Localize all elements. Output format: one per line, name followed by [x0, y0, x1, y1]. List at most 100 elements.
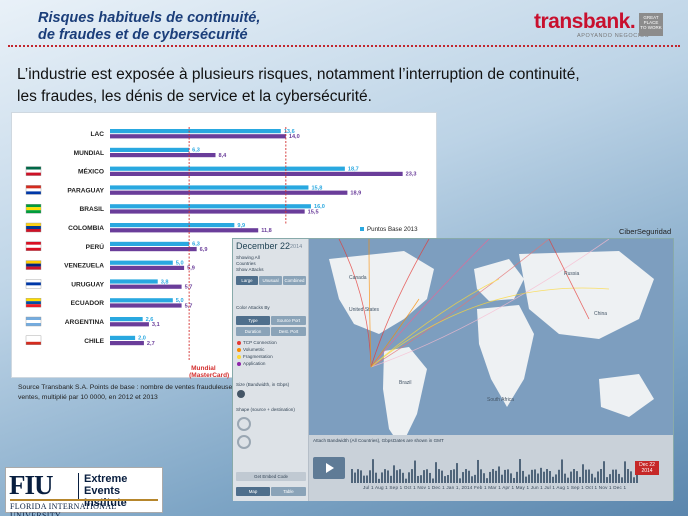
timeline-bar — [573, 469, 575, 483]
place-label: Canada — [349, 275, 367, 281]
map-control-panel: December 22 2014 Showing All Countries S… — [233, 239, 309, 501]
color-dest-port-button[interactable]: Dest. Port — [271, 327, 306, 336]
timeline-bar — [483, 473, 485, 483]
fiu-logo: FIU Extreme Events Institute FLORIDA INT… — [5, 467, 163, 516]
flag-stripe — [26, 266, 41, 270]
flag-stripe — [26, 185, 41, 189]
attack-arc — [370, 278, 500, 368]
embed-code-button[interactable]: Get Embed Code — [236, 472, 306, 481]
flag-stripe — [26, 204, 41, 208]
timeline-bar — [576, 471, 578, 483]
category-label: COLOMBIA — [68, 225, 104, 232]
bar — [110, 166, 345, 171]
legend-label: Application — [243, 361, 266, 366]
bar — [110, 279, 158, 284]
flag-border — [25, 316, 42, 327]
showing-label: Showing All — [236, 255, 260, 260]
attack-map-widget[interactable]: Canada United States Brazil South Africa… — [232, 238, 674, 501]
timeline-bar — [633, 477, 635, 483]
flag-border — [25, 203, 42, 214]
timeline-month: Feb 1 — [474, 485, 489, 490]
timeline-month: Dec 1 — [431, 485, 447, 490]
fiu-mark: FIU — [9, 470, 53, 500]
legend-dot — [237, 341, 241, 345]
category-label: MÉXICO — [78, 167, 104, 176]
bar — [110, 322, 149, 327]
timeline-bar — [372, 459, 374, 483]
table-view-button[interactable]: Table — [271, 487, 306, 496]
place-label: Russia — [564, 271, 580, 277]
timeline-bar — [564, 473, 566, 483]
attack-arcs — [338, 239, 610, 368]
attack-arc — [548, 239, 590, 320]
timeline-bar — [429, 472, 431, 483]
color-type-button[interactable]: Type — [236, 316, 270, 325]
tab-unusual[interactable]: Unusual — [259, 276, 282, 285]
timeline-month: Oct 1 — [403, 485, 418, 490]
timeline-bar — [441, 470, 443, 483]
flag-stripe — [26, 223, 41, 226]
bar — [110, 228, 259, 233]
timeline-bar — [363, 475, 365, 483]
flag-border — [25, 260, 42, 270]
legend-label: Volumetric — [243, 347, 265, 352]
timeline-bar — [561, 459, 563, 483]
timeline-bar — [432, 478, 434, 483]
countries-label: Countries — [236, 261, 256, 266]
bar — [110, 247, 197, 252]
bar — [110, 129, 281, 134]
intro-text: L’industrie est exposée à plusieurs risq… — [17, 64, 637, 108]
color-duration-button[interactable]: Duration — [236, 327, 270, 336]
flag-border — [25, 185, 42, 195]
data-label: 15,5 — [308, 209, 319, 215]
slide-title-line1: Risques habituels de continuité, — [38, 10, 261, 26]
play-button[interactable] — [313, 457, 345, 479]
bar — [110, 241, 190, 246]
legend-dot — [237, 362, 241, 366]
timeline-bar — [378, 478, 380, 483]
intro-line2: les fraudes, les dénis de service et la … — [17, 88, 372, 105]
bar — [110, 317, 143, 322]
timeline-month: Jan 1, 2014 — [446, 485, 475, 490]
bar — [110, 223, 235, 228]
flag-border — [25, 335, 42, 346]
timeline-bar — [423, 470, 425, 483]
shape-between-icon — [237, 417, 251, 431]
selected-date-marker[interactable]: Dec 22 2014 — [635, 461, 659, 475]
timeline-bars — [351, 459, 638, 483]
timeline-bar — [405, 478, 407, 483]
timeline-bar — [528, 474, 530, 483]
timeline-bar — [366, 475, 368, 483]
timeline-bar — [606, 477, 608, 483]
asia — [519, 251, 654, 339]
timeline-bar — [435, 462, 437, 483]
timeline-bar — [357, 469, 359, 483]
flag-stripe — [26, 335, 41, 339]
bar — [110, 171, 403, 176]
attack-arc — [370, 239, 490, 368]
fiu-university: FLORIDA INTERNATIONAL UNIVERSITY — [10, 502, 117, 516]
timeline-bar — [351, 469, 353, 483]
data-label: 5,7 — [185, 303, 193, 309]
category-label: LAC — [90, 131, 104, 138]
timeline-bar — [612, 469, 614, 483]
flag-border — [25, 166, 42, 176]
timeline-bar — [396, 470, 398, 483]
timeline-bar — [495, 470, 497, 483]
timeline-bar — [390, 475, 392, 483]
timeline-bar — [555, 474, 557, 483]
timeline-bar — [360, 470, 362, 483]
attack-world-map[interactable]: Canada United States Brazil South Africa… — [309, 239, 673, 455]
data-label: 5,0 — [176, 261, 184, 267]
timeline-bar — [516, 471, 518, 483]
bar — [110, 147, 190, 152]
map-view-button[interactable]: Map — [236, 487, 270, 496]
size-large-icon — [237, 390, 245, 398]
category-label: URUGUAY — [71, 281, 104, 288]
legend-label: Puntos Base 2013 — [367, 226, 418, 233]
data-label: 3,1 — [152, 322, 160, 328]
tab-large[interactable]: Large — [236, 276, 258, 285]
tab-combined[interactable]: Combined — [283, 276, 306, 285]
color-source-port-button[interactable]: Source Port — [271, 316, 306, 325]
timeline-bar — [486, 478, 488, 483]
